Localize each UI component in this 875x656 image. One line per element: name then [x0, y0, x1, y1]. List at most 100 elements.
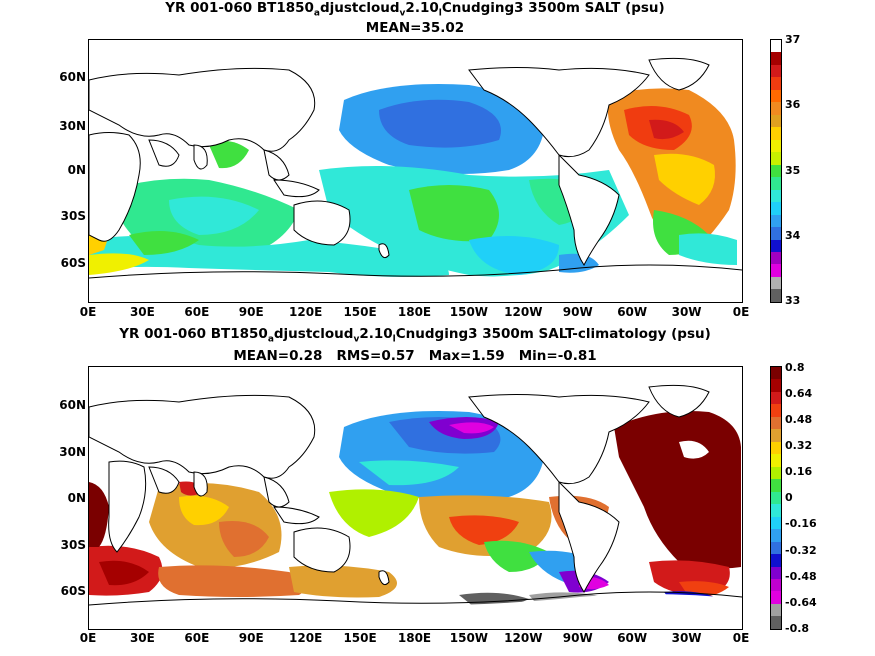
colorbar-swatch — [771, 264, 781, 277]
lat-label-60n: 60N — [59, 70, 86, 84]
colorbar-swatch — [771, 541, 781, 555]
lon-label: 180E — [397, 631, 432, 645]
cbar2-label: 0.64 — [785, 387, 813, 400]
colorbar-swatch — [771, 479, 781, 492]
lon-label: 120W — [504, 631, 543, 645]
colorbar-swatch — [771, 189, 781, 203]
lon-label: 60W — [617, 305, 648, 319]
panel1-colorbar — [770, 39, 782, 303]
colorbar-swatch — [771, 379, 781, 392]
colorbar-swatch — [771, 289, 781, 302]
lon-label: 90E — [238, 305, 264, 319]
colorbar-swatch — [771, 367, 781, 380]
panel2-stats: MEAN=0.28 RMS=0.57 Max=1.59 Min=-0.81 — [233, 348, 597, 364]
lon-label: 30E — [129, 631, 155, 645]
colorbar-swatch — [771, 491, 781, 505]
lon-label: 90E — [238, 631, 264, 645]
lon-label: 120E — [289, 305, 323, 319]
colorbar-swatch — [771, 164, 781, 178]
colorbar-swatch — [771, 466, 781, 480]
colorbar-swatch — [771, 578, 781, 592]
lat-label-0n: 0N — [67, 163, 86, 177]
colorbar-swatch — [771, 416, 781, 430]
cbar2-label: -0.32 — [785, 544, 817, 557]
cbar2-label: 0.16 — [785, 465, 813, 478]
colorbar-swatch — [771, 52, 781, 65]
cbar2-label: 0.32 — [785, 439, 813, 452]
lon-label: 60E — [184, 305, 210, 319]
lon-label: 150E — [343, 631, 377, 645]
panel1-title: YR 001-060 BT1850adjustcloudv2.10lCnudgi… — [165, 0, 665, 19]
lon-label: 0E — [732, 305, 750, 319]
colorbar-swatch — [771, 139, 781, 153]
colorbar-swatch — [771, 239, 781, 252]
colorbar-swatch — [771, 616, 781, 629]
lon-label: 120E — [289, 631, 323, 645]
colorbar-swatch — [771, 554, 781, 567]
cbar2-label: -0.48 — [785, 570, 817, 583]
lon-label: 150W — [449, 305, 489, 319]
colorbar-swatch — [771, 591, 781, 604]
lon-label: 0E — [79, 631, 97, 645]
colorbar-swatch — [771, 114, 781, 128]
colorbar-swatch — [771, 516, 781, 530]
colorbar-swatch — [771, 429, 781, 442]
cbar1-label: 36 — [785, 98, 801, 111]
colorbar-swatch — [771, 214, 781, 228]
cbar1-label: 34 — [785, 229, 801, 242]
lat-label-0n: 0N — [67, 491, 86, 505]
lat-label-30s: 30S — [60, 209, 86, 223]
lon-label: 60W — [617, 631, 648, 645]
colorbar-swatch — [771, 89, 781, 103]
colorbar-swatch — [771, 77, 781, 90]
colorbar-swatch — [771, 454, 781, 467]
cbar1-label: 37 — [785, 33, 801, 46]
panel2-title: YR 001-060 BT1850adjustcloudv2.10lCnudgi… — [119, 326, 711, 345]
lat-label-60s: 60S — [60, 256, 86, 270]
panel2-colorbar — [770, 366, 782, 630]
colorbar-swatch — [771, 404, 781, 417]
colorbar-swatch — [771, 177, 781, 190]
colorbar-swatch — [771, 504, 781, 517]
colorbar-swatch — [771, 40, 781, 53]
panel1-stats: MEAN=35.02 — [365, 20, 465, 36]
cbar2-label: -0.64 — [785, 596, 817, 609]
colorbar-swatch — [771, 391, 781, 405]
colorbar-swatch — [771, 276, 781, 290]
lon-label: 0E — [79, 305, 97, 319]
lon-label: 30W — [671, 631, 702, 645]
colorbar-swatch — [771, 152, 781, 165]
lon-label: 30E — [129, 305, 155, 319]
cbar1-label: 33 — [785, 294, 801, 307]
colorbar-swatch — [771, 127, 781, 140]
lat-label-30n: 30N — [59, 445, 86, 459]
cbar2-label: 0.8 — [785, 361, 805, 374]
lon-label: 120W — [504, 305, 543, 319]
lon-label: 150W — [449, 631, 489, 645]
lon-label: 30W — [671, 305, 702, 319]
colorbar-swatch — [771, 251, 781, 265]
panel2-map — [88, 366, 743, 630]
colorbar-swatch — [771, 227, 781, 240]
colorbar-swatch — [771, 64, 781, 78]
lon-label: 0E — [732, 631, 750, 645]
lat-label-60s: 60S — [60, 584, 86, 598]
colorbar-swatch — [771, 441, 781, 455]
colorbar-swatch — [771, 566, 781, 579]
cbar2-label: -0.8 — [785, 622, 810, 635]
lat-label-30n: 30N — [59, 119, 86, 133]
cbar2-label: -0.16 — [785, 517, 817, 530]
cbar1-label: 35 — [785, 164, 801, 177]
lat-label-30s: 30S — [60, 538, 86, 552]
colorbar-swatch — [771, 529, 781, 542]
lat-label-60n: 60N — [59, 398, 86, 412]
lon-label: 180E — [397, 305, 432, 319]
lon-label: 90W — [562, 305, 593, 319]
cbar2-label: 0 — [785, 491, 793, 504]
panel1-map — [88, 39, 743, 303]
colorbar-swatch — [771, 202, 781, 215]
lon-label: 90W — [562, 631, 593, 645]
lon-label: 150E — [343, 305, 377, 319]
cbar2-label: 0.48 — [785, 413, 813, 426]
colorbar-swatch — [771, 603, 781, 617]
